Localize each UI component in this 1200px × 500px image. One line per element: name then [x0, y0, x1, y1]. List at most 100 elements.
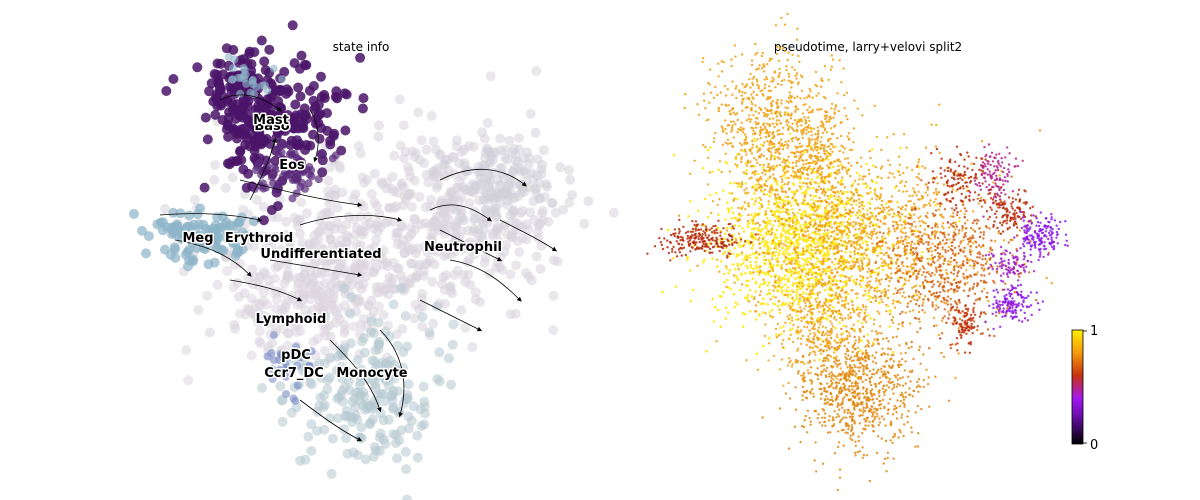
cell-point — [778, 67, 781, 71]
cell-point — [924, 146, 928, 149]
cell-point — [896, 327, 900, 331]
cell-point — [758, 252, 761, 256]
cell-point — [841, 178, 844, 182]
cell-point — [875, 181, 878, 184]
cell-point — [332, 393, 343, 404]
cell-point — [811, 205, 814, 208]
cell-point — [784, 176, 788, 180]
cell-point — [706, 216, 710, 219]
cell-point — [793, 119, 797, 122]
cell-point — [834, 291, 838, 294]
cell-point — [722, 189, 725, 192]
cell-point — [750, 93, 753, 96]
cell-point — [790, 190, 794, 194]
cell-point — [972, 267, 975, 270]
cell-point — [899, 230, 903, 233]
cell-point — [917, 207, 921, 210]
cell-point — [831, 280, 835, 283]
cell-point — [930, 123, 933, 126]
cell-point — [783, 111, 787, 114]
cell-point — [912, 258, 915, 261]
cell-point — [793, 213, 796, 216]
cell-point — [733, 44, 736, 47]
cell-point — [727, 210, 730, 214]
pseudotime-scatter — [646, 12, 1069, 492]
cell-point — [962, 239, 965, 242]
cell-point — [885, 273, 888, 277]
cell-point — [770, 153, 773, 157]
cell-point — [490, 206, 501, 217]
cell-point — [775, 333, 778, 336]
cell-point — [297, 238, 308, 248]
cell-point — [712, 140, 715, 143]
cell-point — [269, 331, 278, 340]
cell-point — [895, 242, 898, 246]
cell-point — [875, 198, 878, 201]
cell-point — [889, 310, 892, 313]
cell-point — [254, 274, 265, 285]
cell-point — [396, 178, 407, 189]
cell-point — [322, 384, 333, 395]
cell-point — [806, 277, 810, 281]
cell-point — [786, 293, 789, 296]
cell-point — [837, 164, 840, 168]
cell-point — [907, 270, 910, 273]
cell-point — [904, 215, 907, 218]
cell-point — [864, 226, 867, 229]
cell-point — [854, 221, 858, 224]
cell-point — [794, 227, 798, 230]
cell-point — [252, 194, 262, 205]
cell-point — [983, 287, 986, 291]
cell-point — [703, 99, 706, 102]
cell-point — [763, 125, 767, 128]
cell-point — [879, 193, 882, 196]
cell-point — [832, 165, 835, 169]
cell-point — [905, 242, 908, 245]
cell-point — [757, 87, 760, 90]
cell-point — [767, 200, 770, 203]
cell-point — [903, 184, 906, 188]
cell-point — [879, 207, 882, 210]
cell-point — [778, 282, 782, 285]
cell-point — [369, 168, 380, 179]
cell-point — [870, 197, 874, 200]
cell-point — [775, 164, 778, 167]
cell-point — [804, 210, 807, 213]
cell-point — [802, 250, 805, 253]
cell-point — [763, 78, 766, 81]
cell-point — [796, 263, 800, 266]
cell-point — [398, 235, 409, 246]
cell-point — [891, 321, 895, 324]
cell-point — [856, 319, 860, 323]
cell-point — [891, 220, 895, 223]
cell-point — [199, 182, 210, 193]
cell-point — [870, 286, 873, 289]
cell-point — [796, 27, 799, 30]
cell-point — [838, 242, 841, 246]
cell-point — [846, 196, 849, 200]
cell-point — [243, 168, 254, 179]
cell-point — [766, 245, 770, 248]
cell-point — [773, 145, 776, 149]
cell-point — [875, 194, 878, 197]
cell-point — [269, 356, 278, 365]
cell-point — [278, 75, 287, 83]
cell-point — [456, 305, 467, 316]
cell-point — [884, 222, 887, 226]
cell-point — [830, 54, 833, 57]
cell-point — [909, 265, 912, 268]
cell-point — [868, 172, 871, 176]
cell-point — [912, 187, 915, 190]
cell-point — [848, 279, 852, 282]
cell-point — [838, 338, 841, 342]
cell-point — [788, 91, 791, 94]
cell-point — [497, 162, 507, 173]
cell-point — [1038, 129, 1042, 132]
cell-point — [841, 244, 844, 247]
cell-point — [464, 198, 475, 209]
cell-point — [814, 70, 818, 74]
cell-point — [761, 128, 765, 131]
cell-point — [926, 257, 929, 261]
cell-point — [781, 285, 784, 289]
cell-point — [753, 192, 756, 195]
